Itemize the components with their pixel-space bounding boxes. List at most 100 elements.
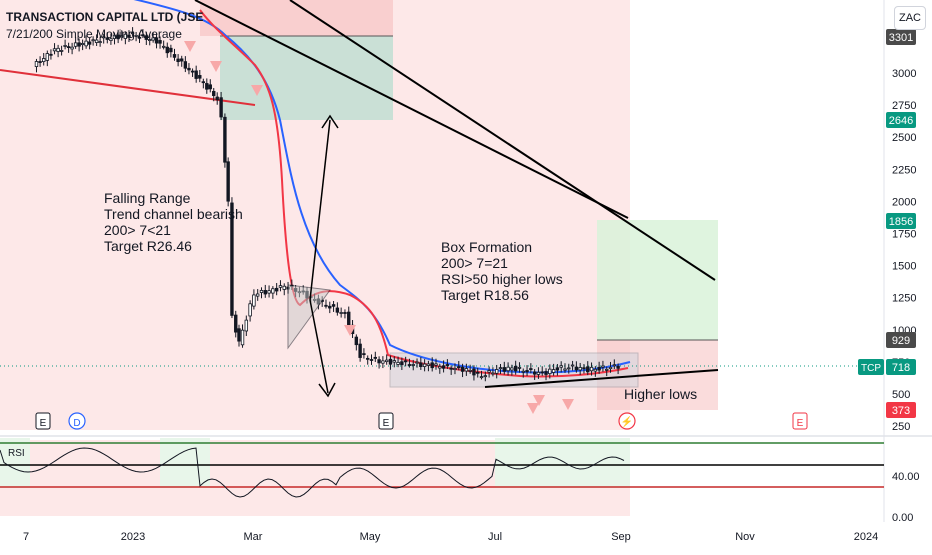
falling-range-note: Falling Range bbox=[104, 190, 191, 206]
box-formation-note: RSI>50 higher lows bbox=[441, 271, 563, 287]
box-formation-note: Box Formation bbox=[441, 239, 532, 255]
candle bbox=[176, 58, 180, 63]
candle bbox=[219, 97, 223, 118]
price-tag bbox=[886, 29, 916, 45]
triangle-pattern bbox=[287, 284, 331, 350]
candle bbox=[453, 368, 457, 370]
price-tick-label: 2250 bbox=[892, 164, 916, 176]
candle bbox=[373, 356, 378, 359]
candle bbox=[396, 361, 400, 365]
candle bbox=[101, 36, 106, 39]
candle bbox=[98, 41, 102, 43]
candle bbox=[525, 370, 529, 373]
candle bbox=[502, 367, 506, 372]
chart-header: TRANSACTION CAPITAL LTD (JSE 7/21/200 Si… bbox=[6, 10, 203, 41]
candle bbox=[582, 367, 586, 370]
candle bbox=[441, 365, 446, 369]
box-formation-note: Target R18.56 bbox=[441, 287, 529, 303]
candle bbox=[123, 33, 128, 39]
candle bbox=[377, 359, 381, 364]
candle bbox=[63, 45, 67, 47]
currency-button[interactable]: ZAC bbox=[894, 6, 926, 30]
symbol-tag-label: TCP bbox=[861, 363, 881, 374]
candle bbox=[559, 365, 563, 368]
candle bbox=[80, 43, 85, 46]
price-tag bbox=[886, 213, 916, 229]
price-tag bbox=[886, 332, 916, 348]
higher-lows-line bbox=[484, 369, 719, 388]
symbol-title[interactable]: TRANSACTION CAPITAL LTD (JSE bbox=[6, 10, 204, 24]
candle bbox=[510, 367, 514, 371]
arrowhead-up bbox=[321, 114, 339, 129]
candle bbox=[601, 365, 605, 368]
candle bbox=[567, 367, 571, 370]
candle bbox=[267, 290, 271, 294]
candle bbox=[274, 287, 279, 292]
candle bbox=[540, 371, 544, 374]
candle bbox=[180, 58, 184, 62]
candle bbox=[388, 358, 393, 365]
price-tag-label: 1856 bbox=[889, 216, 913, 228]
dividend-marker bbox=[68, 412, 86, 430]
candle bbox=[52, 48, 57, 52]
candle bbox=[252, 294, 256, 307]
candle bbox=[586, 366, 590, 373]
candle bbox=[354, 336, 359, 346]
candle bbox=[392, 360, 396, 363]
candle bbox=[403, 360, 408, 363]
price-tag-label: 718 bbox=[892, 362, 910, 374]
price-tag-label: 3301 bbox=[889, 32, 913, 44]
candle bbox=[198, 75, 202, 79]
price-tick-label: 500 bbox=[892, 389, 910, 401]
candle bbox=[529, 368, 533, 370]
candle bbox=[570, 364, 575, 367]
candle bbox=[430, 362, 434, 369]
sma200-line bbox=[0, 69, 256, 106]
price-tick-label: 3000 bbox=[892, 68, 916, 80]
candle bbox=[208, 84, 212, 90]
dividend-marker-label: D bbox=[73, 418, 80, 429]
candle bbox=[468, 370, 472, 372]
time-tick-label: May bbox=[360, 531, 381, 543]
candle bbox=[434, 363, 438, 366]
candle bbox=[464, 368, 469, 372]
candle bbox=[536, 371, 541, 375]
candle bbox=[487, 370, 491, 373]
candle bbox=[172, 54, 177, 58]
candle bbox=[169, 47, 173, 53]
candle bbox=[445, 364, 450, 366]
price-tag-label: 373 bbox=[892, 405, 910, 417]
price-tick-label: 1250 bbox=[892, 293, 916, 305]
candle bbox=[331, 304, 336, 307]
candle bbox=[49, 53, 53, 56]
flash-event-icon bbox=[618, 412, 636, 430]
candle bbox=[449, 367, 453, 370]
short-position-target-zone bbox=[220, 36, 393, 120]
projection-arrow-up bbox=[309, 119, 331, 301]
box-formation-note: 200> 7=21 bbox=[441, 255, 508, 271]
candle bbox=[84, 40, 88, 47]
price-tick-label: 250 bbox=[892, 421, 910, 433]
rsi-label: RSI bbox=[8, 448, 25, 459]
candle bbox=[358, 343, 362, 358]
candle bbox=[255, 293, 260, 297]
candle bbox=[616, 365, 620, 369]
candle bbox=[77, 42, 81, 47]
candle bbox=[259, 290, 264, 293]
indicator-legend[interactable]: 7/21/200 Simple Moving Average bbox=[6, 27, 182, 41]
candle bbox=[237, 328, 241, 342]
candle bbox=[593, 368, 598, 372]
candle bbox=[589, 366, 594, 372]
candle bbox=[419, 362, 423, 367]
candle bbox=[130, 32, 135, 35]
rsi-line bbox=[0, 447, 625, 498]
sell-signal-triangle bbox=[251, 85, 263, 96]
candle bbox=[548, 368, 552, 375]
falling-trendline-1 bbox=[194, 0, 629, 219]
candle bbox=[73, 42, 78, 47]
candle bbox=[127, 34, 131, 38]
candle bbox=[422, 363, 427, 367]
sell-signal-triangle bbox=[562, 399, 574, 410]
